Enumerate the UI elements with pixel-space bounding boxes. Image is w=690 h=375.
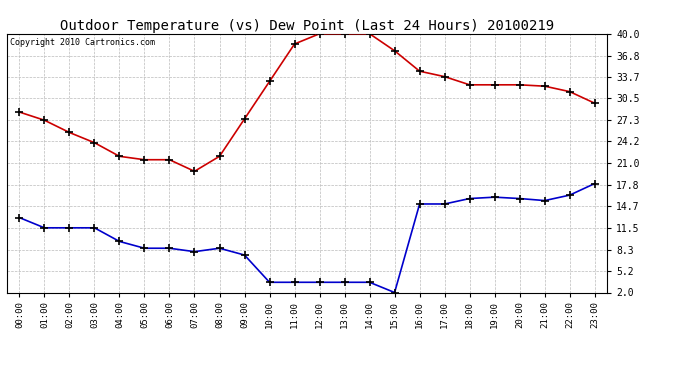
Text: Copyright 2010 Cartronics.com: Copyright 2010 Cartronics.com: [10, 38, 155, 46]
Title: Outdoor Temperature (vs) Dew Point (Last 24 Hours) 20100219: Outdoor Temperature (vs) Dew Point (Last…: [60, 19, 554, 33]
